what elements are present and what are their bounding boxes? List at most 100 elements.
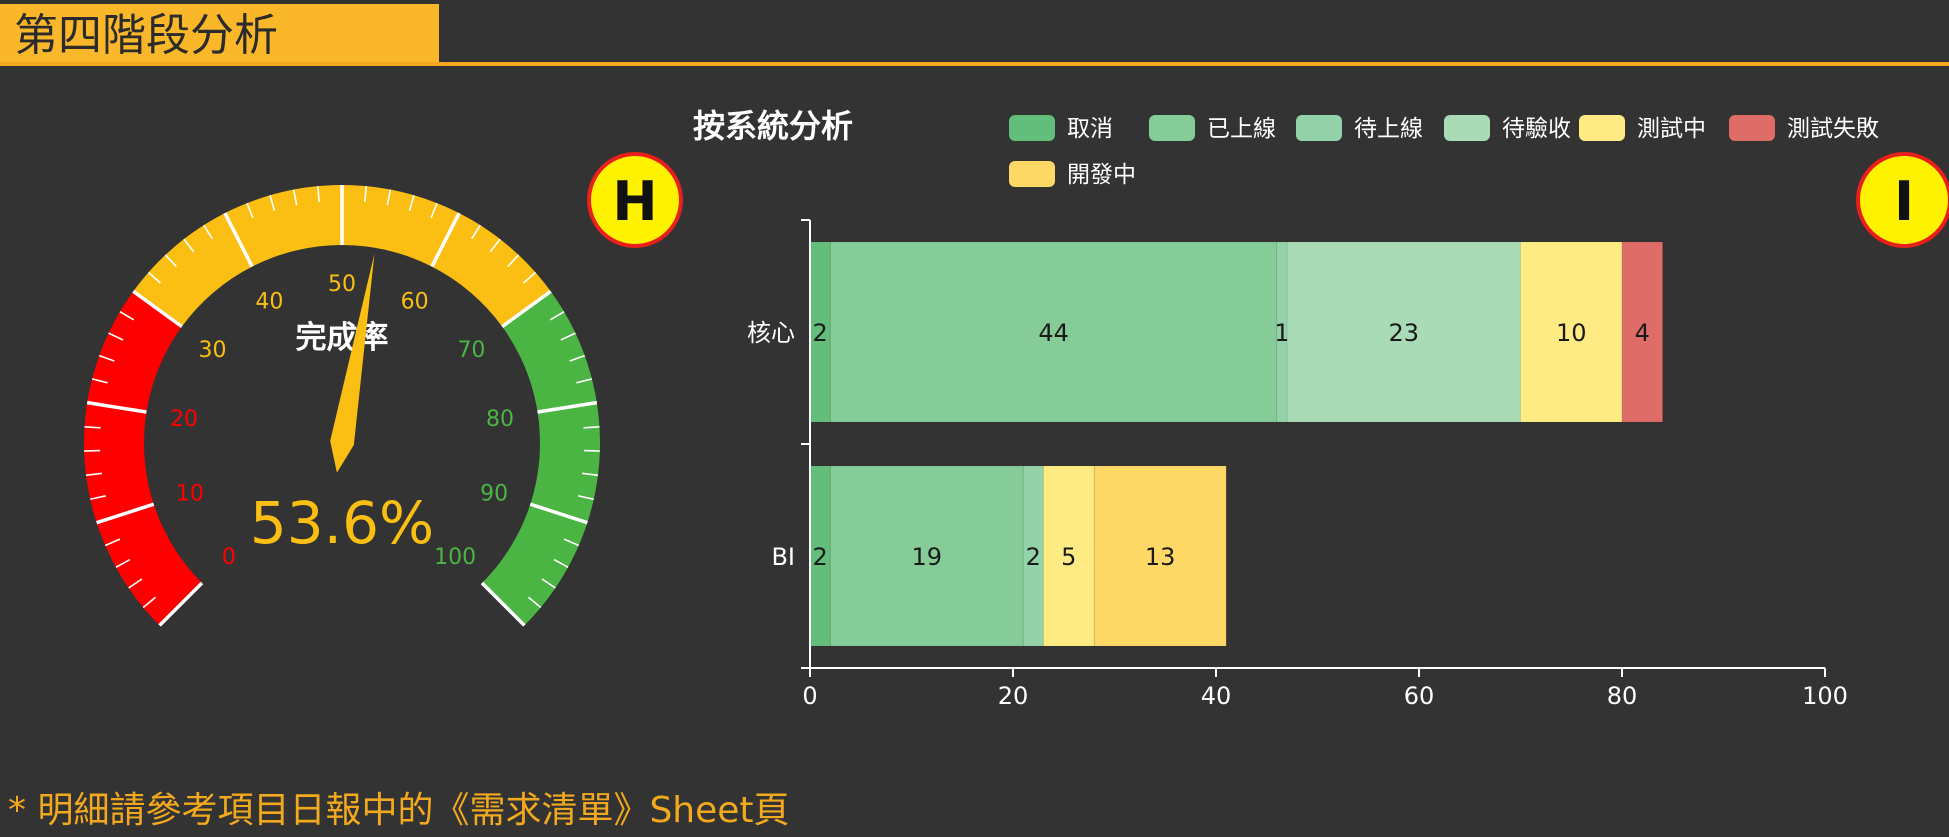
gauge-minor-tick xyxy=(203,224,214,240)
gauge-tick-label: 70 xyxy=(457,338,485,363)
gauge-minor-tick xyxy=(507,254,520,268)
gauge-minor-tick xyxy=(246,202,254,219)
legend-label: 已上線 xyxy=(1207,116,1276,142)
gauge-minor-tick xyxy=(430,202,438,219)
bar-data-label: 2 xyxy=(813,543,828,571)
gauge-minor-tick xyxy=(408,195,415,211)
legend-swatch xyxy=(1729,115,1775,141)
gauge-tick-label: 10 xyxy=(176,481,204,506)
legend-swatch xyxy=(1444,115,1490,141)
gauge-major-tick xyxy=(158,581,204,627)
legend-label: 待驗收 xyxy=(1502,116,1571,142)
gauge-minor-tick xyxy=(119,310,135,321)
bar-segment xyxy=(1286,241,1521,423)
x-tick-label: 60 xyxy=(1404,682,1435,710)
gauge-minor-tick xyxy=(84,426,101,429)
bar-data-label: 44 xyxy=(1038,319,1069,347)
bar-data-label: 4 xyxy=(1635,319,1650,347)
bar-data-label: 2 xyxy=(813,319,828,347)
gauge-minor-tick xyxy=(91,378,108,384)
legend-swatch xyxy=(1149,115,1195,141)
gauge-minor-tick xyxy=(549,310,565,321)
gauge-ticks xyxy=(84,185,600,627)
bar-segment xyxy=(1520,241,1623,423)
legend-swatch xyxy=(1579,115,1625,141)
x-tick-label: 40 xyxy=(1201,682,1232,710)
gauge-minor-tick xyxy=(147,271,162,284)
gauge-title: 完成率 xyxy=(296,320,389,356)
bar-segment xyxy=(829,241,1278,423)
gauge-major-tick xyxy=(96,502,155,525)
gauge-tick-label: 50 xyxy=(328,272,356,297)
badge-i-circle xyxy=(1856,152,1949,248)
legend-label: 測試中 xyxy=(1637,116,1706,142)
gauge-minor-tick xyxy=(316,186,321,203)
gauge-tick-label: 80 xyxy=(486,407,514,432)
bar-data-label: 19 xyxy=(911,543,942,571)
gauge-minor-tick xyxy=(583,426,600,429)
gauge-minor-tick xyxy=(470,224,481,240)
gauge-minor-tick xyxy=(522,271,537,284)
gauge-tick-labels: 0 10 20 30 40 50 60 70 80 90 100 xyxy=(170,272,514,570)
legend-label: 開發中 xyxy=(1067,162,1136,188)
completion-gauge: 0 10 20 30 40 50 60 70 80 90 100 完成率 53.6% H xyxy=(83,152,683,627)
title-divider xyxy=(0,62,1949,66)
gauge-minor-tick xyxy=(269,195,276,211)
chart-axes: 0 20 40 60 80 100 xyxy=(801,219,1848,710)
gauge-minor-tick xyxy=(386,189,392,206)
gauge-minor-tick xyxy=(563,538,580,547)
gauge-minor-tick xyxy=(569,354,586,362)
legend-swatch xyxy=(1009,161,1055,187)
category-label: BI xyxy=(771,543,795,571)
gauge-band xyxy=(482,291,600,626)
gauge-tick-label: 30 xyxy=(199,338,227,363)
bar-data-label: 5 xyxy=(1061,543,1076,571)
gauge-minor-tick xyxy=(142,596,157,609)
gauge-needle xyxy=(330,253,375,473)
gauge-tick-label: 90 xyxy=(480,481,508,506)
badge-h-letter: H xyxy=(612,170,657,233)
x-tick-label: 100 xyxy=(1802,682,1848,710)
page-title-box: 第四階段分析 xyxy=(0,4,439,63)
x-tick-label: 20 xyxy=(998,682,1029,710)
bar-data-label: 23 xyxy=(1389,319,1420,347)
x-tick-label: 80 xyxy=(1607,682,1638,710)
gauge-major-tick xyxy=(480,581,526,627)
gauge-tick-label: 60 xyxy=(401,289,429,314)
gauge-major-tick xyxy=(430,212,461,268)
gauge-major-tick xyxy=(86,400,147,414)
gauge-minor-tick xyxy=(583,449,600,452)
gauge-minor-tick xyxy=(115,558,131,568)
gauge-minor-tick xyxy=(581,472,599,477)
gauge-band xyxy=(133,185,551,327)
gauge-major-tick xyxy=(501,289,552,329)
gauge-minor-tick xyxy=(164,254,177,268)
gauge-minor-tick xyxy=(90,495,107,501)
legend-swatch xyxy=(1296,115,1342,141)
gauge-major-tick xyxy=(537,400,598,414)
legend-label: 測試失敗 xyxy=(1787,116,1879,142)
gauge-minor-tick xyxy=(576,378,593,384)
gauge-minor-tick xyxy=(363,186,368,203)
gauge-minor-tick xyxy=(108,332,124,341)
gauge-minor-tick xyxy=(128,578,143,589)
gauge-minor-tick xyxy=(553,558,569,568)
gauge-major-tick xyxy=(529,502,588,525)
gauge-minor-tick xyxy=(541,578,556,589)
legend-label: 取消 xyxy=(1067,116,1113,142)
gauge-tick-label: 0 xyxy=(222,545,236,570)
bar-data-label: 10 xyxy=(1556,319,1587,347)
bar-segment xyxy=(1022,465,1044,647)
bar-segment xyxy=(1621,241,1664,423)
gauge-minor-tick xyxy=(489,238,501,253)
badge-i-letter: I xyxy=(1894,170,1914,233)
page-title: 第四階段分析 xyxy=(14,10,278,61)
chart-title: 按系統分析 xyxy=(693,107,853,145)
legend-swatch xyxy=(1009,115,1055,141)
gauge-minor-tick xyxy=(183,238,195,253)
gauge-minor-tick xyxy=(85,472,103,477)
gauge-value-label: 53.6% xyxy=(250,489,434,557)
gauge-minor-tick xyxy=(292,189,298,206)
